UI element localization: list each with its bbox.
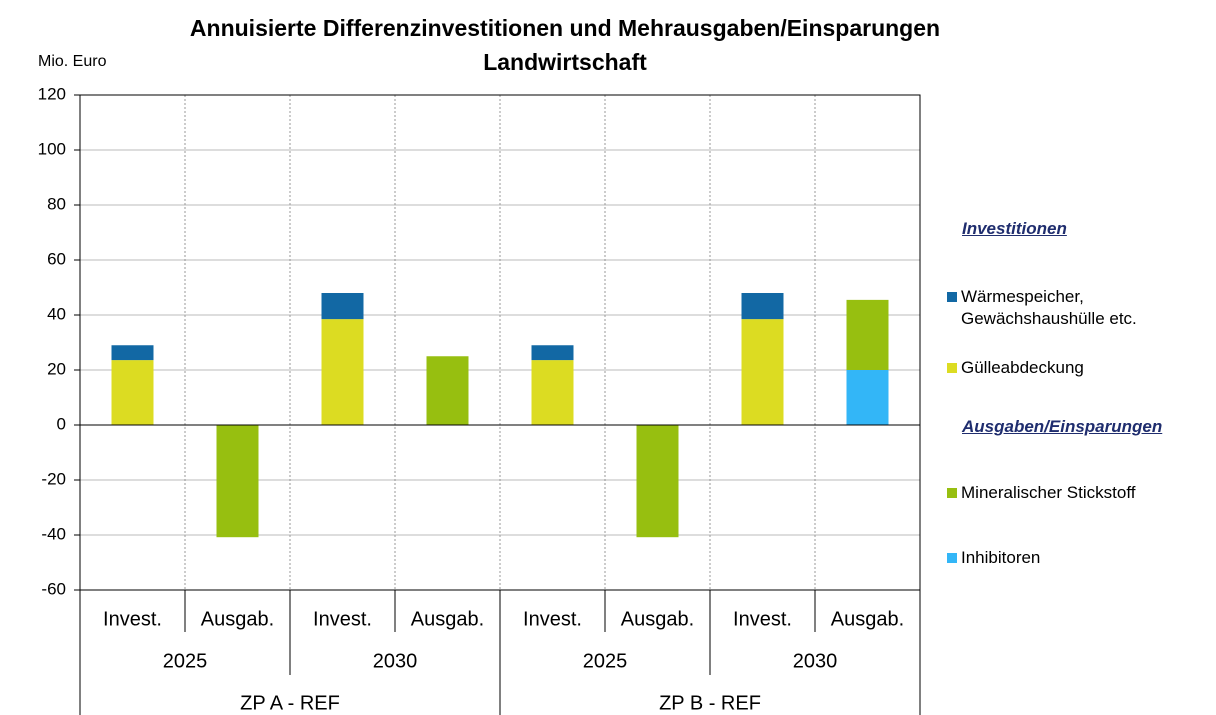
x-tick-label: Ausgab. bbox=[411, 608, 484, 630]
y-tick-label: 80 bbox=[47, 194, 66, 213]
legend-item: Inhibitoren bbox=[947, 547, 1201, 569]
legend-swatch bbox=[947, 292, 957, 302]
y-tick-label: 120 bbox=[38, 84, 66, 103]
legend-item: Mineralischer Stickstoff bbox=[947, 482, 1201, 504]
bar-segment bbox=[426, 356, 469, 425]
bar-segment bbox=[216, 425, 259, 538]
bar-segment bbox=[846, 370, 889, 425]
bar-segment bbox=[636, 425, 679, 538]
year-label: 2030 bbox=[373, 650, 418, 672]
y-tick-label: 0 bbox=[57, 414, 66, 433]
y-tick-label: 100 bbox=[38, 139, 66, 158]
legend-swatch bbox=[947, 488, 957, 498]
bar-segment bbox=[741, 293, 784, 320]
y-tick-label: -40 bbox=[41, 524, 66, 543]
x-tick-label: Ausgab. bbox=[201, 608, 274, 630]
legend-item: Gülleabdeckung bbox=[947, 357, 1201, 379]
bar-segment bbox=[321, 319, 364, 425]
x-tick-label: Invest. bbox=[313, 608, 372, 630]
y-tick-label: 60 bbox=[47, 249, 66, 268]
year-label: 2025 bbox=[163, 650, 208, 672]
bar-segment bbox=[321, 293, 364, 320]
legend-heading: Investitionen bbox=[962, 219, 1067, 238]
legend-swatch bbox=[947, 553, 957, 563]
legend-heading: Ausgaben/Einsparungen bbox=[962, 417, 1163, 436]
chart-subtitle: Landwirtschaft bbox=[483, 49, 647, 75]
year-label: 2025 bbox=[583, 650, 628, 672]
bar-segment bbox=[111, 345, 154, 361]
x-tick-label: Ausgab. bbox=[831, 608, 904, 630]
y-tick-label: -60 bbox=[41, 579, 66, 598]
x-tick-label: Invest. bbox=[103, 608, 162, 630]
bar-segment bbox=[111, 360, 154, 425]
scenario-label: ZP B - REF bbox=[659, 692, 761, 714]
x-tick-label: Invest. bbox=[733, 608, 792, 630]
chart-title: Annuisierte Differenzinvestitionen und M… bbox=[190, 15, 940, 41]
scenario-label: ZP A - REF bbox=[240, 692, 340, 714]
legend-label: Gülleabdeckung bbox=[961, 358, 1084, 377]
bar-segment bbox=[741, 319, 784, 425]
x-tick-label: Invest. bbox=[523, 608, 582, 630]
bar-segment bbox=[846, 299, 889, 370]
bar-segment bbox=[531, 360, 574, 425]
year-label: 2030 bbox=[793, 650, 838, 672]
legend-item: Wärmespeicher, Gewächshaushülle etc. bbox=[947, 286, 1201, 330]
y-tick-label: 20 bbox=[47, 359, 66, 378]
legend-label: Inhibitoren bbox=[961, 548, 1041, 567]
y-tick-label: 40 bbox=[47, 304, 66, 323]
y-tick-label: -20 bbox=[41, 469, 66, 488]
y-axis-label: Mio. Euro bbox=[38, 53, 107, 70]
legend-label: Mineralischer Stickstoff bbox=[961, 483, 1136, 502]
legend-swatch bbox=[947, 363, 957, 373]
bar-segment bbox=[531, 345, 574, 361]
x-tick-label: Ausgab. bbox=[621, 608, 694, 630]
legend-label: Wärmespeicher, Gewächshaushülle etc. bbox=[961, 287, 1137, 328]
